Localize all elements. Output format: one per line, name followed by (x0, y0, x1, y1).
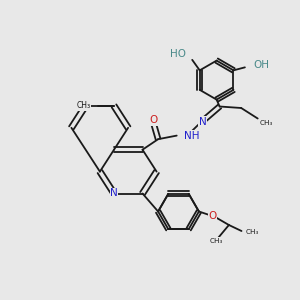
Text: N: N (199, 116, 206, 127)
Text: O: O (208, 211, 217, 221)
Text: CH₃: CH₃ (260, 120, 274, 126)
Text: HO: HO (170, 49, 186, 59)
Text: NH: NH (184, 130, 200, 141)
Text: OH: OH (253, 60, 269, 70)
Text: N: N (110, 188, 118, 199)
Text: CH₃: CH₃ (245, 229, 259, 235)
Text: CH₃: CH₃ (210, 238, 223, 244)
Text: O: O (149, 115, 158, 125)
Text: CH₃: CH₃ (77, 101, 91, 110)
